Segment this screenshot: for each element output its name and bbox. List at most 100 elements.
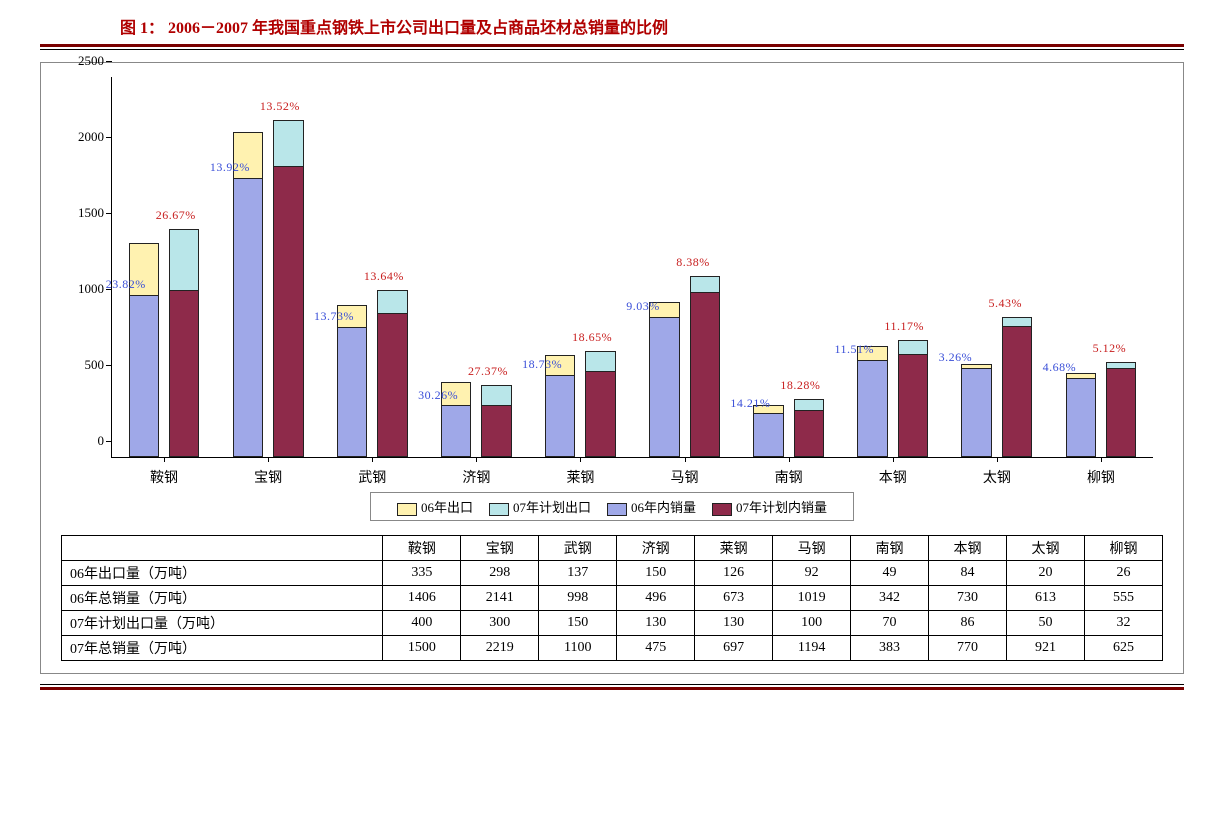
table-col-header: 莱钢 xyxy=(695,536,773,561)
table-cell: 298 xyxy=(461,561,539,586)
bar-group: 13.73%13.64%武钢 xyxy=(320,77,424,457)
title-underline xyxy=(40,49,1184,50)
chart-panel: 0500100015002000250023.82%26.67%鞍钢13.92%… xyxy=(40,62,1184,674)
pct-label-2007: 18.28% xyxy=(780,378,820,393)
bar-2006 xyxy=(337,305,367,457)
figure-title: 图 1： 2006－2007 年我国重点钢铁上市公司出口量及占商品坯材总销量的比… xyxy=(40,10,1184,47)
table-col-header: 济钢 xyxy=(617,536,695,561)
bar-2007 xyxy=(794,399,824,457)
table-cell: 32 xyxy=(1084,611,1162,636)
table-cell: 130 xyxy=(617,611,695,636)
table-cell: 100 xyxy=(773,611,851,636)
legend-label: 07年计划内销量 xyxy=(736,500,827,515)
bar-2007 xyxy=(898,340,928,457)
table-cell: 50 xyxy=(1006,611,1084,636)
bar-group: 23.82%26.67%鞍钢 xyxy=(112,77,216,457)
x-label: 马钢 xyxy=(633,457,737,487)
table-cell: 49 xyxy=(851,561,929,586)
legend-label: 06年内销量 xyxy=(631,500,696,515)
table-row-header: 06年总销量（万吨） xyxy=(62,586,383,611)
pct-label-2007: 13.64% xyxy=(364,269,404,284)
bar-group: 18.73%18.65%莱钢 xyxy=(528,77,632,457)
bar-2007 xyxy=(273,120,303,457)
table-col-header: 宝钢 xyxy=(461,536,539,561)
table-cell: 730 xyxy=(929,586,1007,611)
table-cell: 400 xyxy=(383,611,461,636)
table-row-header: 07年计划出口量（万吨） xyxy=(62,611,383,636)
table-cell: 126 xyxy=(695,561,773,586)
table-cell: 1100 xyxy=(539,636,617,661)
table-row: 06年出口量（万吨）3352981371501269249842026 xyxy=(62,561,1163,586)
bar-2006 xyxy=(857,346,887,457)
bar-2007 xyxy=(585,351,615,457)
table-cell: 1406 xyxy=(383,586,461,611)
bar-2006 xyxy=(1066,373,1096,457)
pct-label-2006: 3.26% xyxy=(939,350,973,365)
pct-label-2006: 9.03% xyxy=(626,299,660,314)
table-cell: 1500 xyxy=(383,636,461,661)
bar-2007 xyxy=(1106,362,1136,457)
pct-label-2007: 26.67% xyxy=(156,208,196,223)
table-cell: 697 xyxy=(695,636,773,661)
table-row: 07年总销量（万吨）150022191100475697119438377092… xyxy=(62,636,1163,661)
pct-label-2006: 14.21% xyxy=(730,396,770,411)
x-label: 宝钢 xyxy=(216,457,320,487)
table-col-header: 本钢 xyxy=(929,536,1007,561)
table-col-header: 武钢 xyxy=(539,536,617,561)
legend-swatch xyxy=(489,503,509,516)
bar-2006 xyxy=(961,364,991,457)
table-col-header: 柳钢 xyxy=(1084,536,1162,561)
table-cell: 1019 xyxy=(773,586,851,611)
table-cell: 383 xyxy=(851,636,929,661)
bar-2007 xyxy=(690,276,720,457)
bar-group: 30.26%27.37%济钢 xyxy=(424,77,528,457)
table-cell: 335 xyxy=(383,561,461,586)
x-label: 南钢 xyxy=(737,457,841,487)
pct-label-2007: 8.38% xyxy=(676,255,710,270)
y-tick: 0 xyxy=(62,433,104,449)
pct-label-2006: 4.68% xyxy=(1043,360,1077,375)
bar-2007 xyxy=(377,290,407,457)
bar-2007 xyxy=(169,229,199,457)
table-cell: 613 xyxy=(1006,586,1084,611)
table-cell: 150 xyxy=(539,611,617,636)
table-cell: 137 xyxy=(539,561,617,586)
table-cell: 342 xyxy=(851,586,929,611)
table-cell: 150 xyxy=(617,561,695,586)
figure-container: 图 1： 2006－2007 年我国重点钢铁上市公司出口量及占商品坯材总销量的比… xyxy=(0,0,1224,770)
table-cell: 2219 xyxy=(461,636,539,661)
table-cell: 998 xyxy=(539,586,617,611)
table-cell: 496 xyxy=(617,586,695,611)
table-row: 07年计划出口量（万吨）40030015013013010070865032 xyxy=(62,611,1163,636)
table-cell: 86 xyxy=(929,611,1007,636)
table-col-header: 南钢 xyxy=(851,536,929,561)
table-cell: 2141 xyxy=(461,586,539,611)
pct-label-2006: 30.26% xyxy=(418,388,458,403)
pct-label-2006: 18.73% xyxy=(522,357,562,372)
chart-legend: 06年出口07年计划出口06年内销量07年计划内销量 xyxy=(61,492,1163,521)
bottom-rule xyxy=(40,684,1184,690)
pct-label-2006: 13.92% xyxy=(210,160,250,175)
chart-plot-area: 0500100015002000250023.82%26.67%鞍钢13.92%… xyxy=(111,77,1153,458)
bar-2007 xyxy=(1002,317,1032,457)
y-tick: 2000 xyxy=(62,129,104,145)
pct-label-2007: 27.37% xyxy=(468,364,508,379)
pct-label-2007: 13.52% xyxy=(260,99,300,114)
x-label: 济钢 xyxy=(424,457,528,487)
x-label: 太钢 xyxy=(945,457,1049,487)
bar-2006 xyxy=(233,132,263,457)
table-cell: 300 xyxy=(461,611,539,636)
x-label: 莱钢 xyxy=(528,457,632,487)
table-cell: 26 xyxy=(1084,561,1162,586)
legend-item: 07年计划内销量 xyxy=(712,497,827,516)
table-cell: 1194 xyxy=(773,636,851,661)
table-cell: 475 xyxy=(617,636,695,661)
legend-item: 06年出口 xyxy=(397,497,473,516)
legend-swatch xyxy=(607,503,627,516)
table-cell: 770 xyxy=(929,636,1007,661)
title-text: 2006－2007 年我国重点钢铁上市公司出口量及占商品坯材总销量的比例 xyxy=(168,20,668,37)
table-col-header: 马钢 xyxy=(773,536,851,561)
bar-2007 xyxy=(481,385,511,457)
x-label: 鞍钢 xyxy=(112,457,216,487)
table-corner xyxy=(62,536,383,561)
